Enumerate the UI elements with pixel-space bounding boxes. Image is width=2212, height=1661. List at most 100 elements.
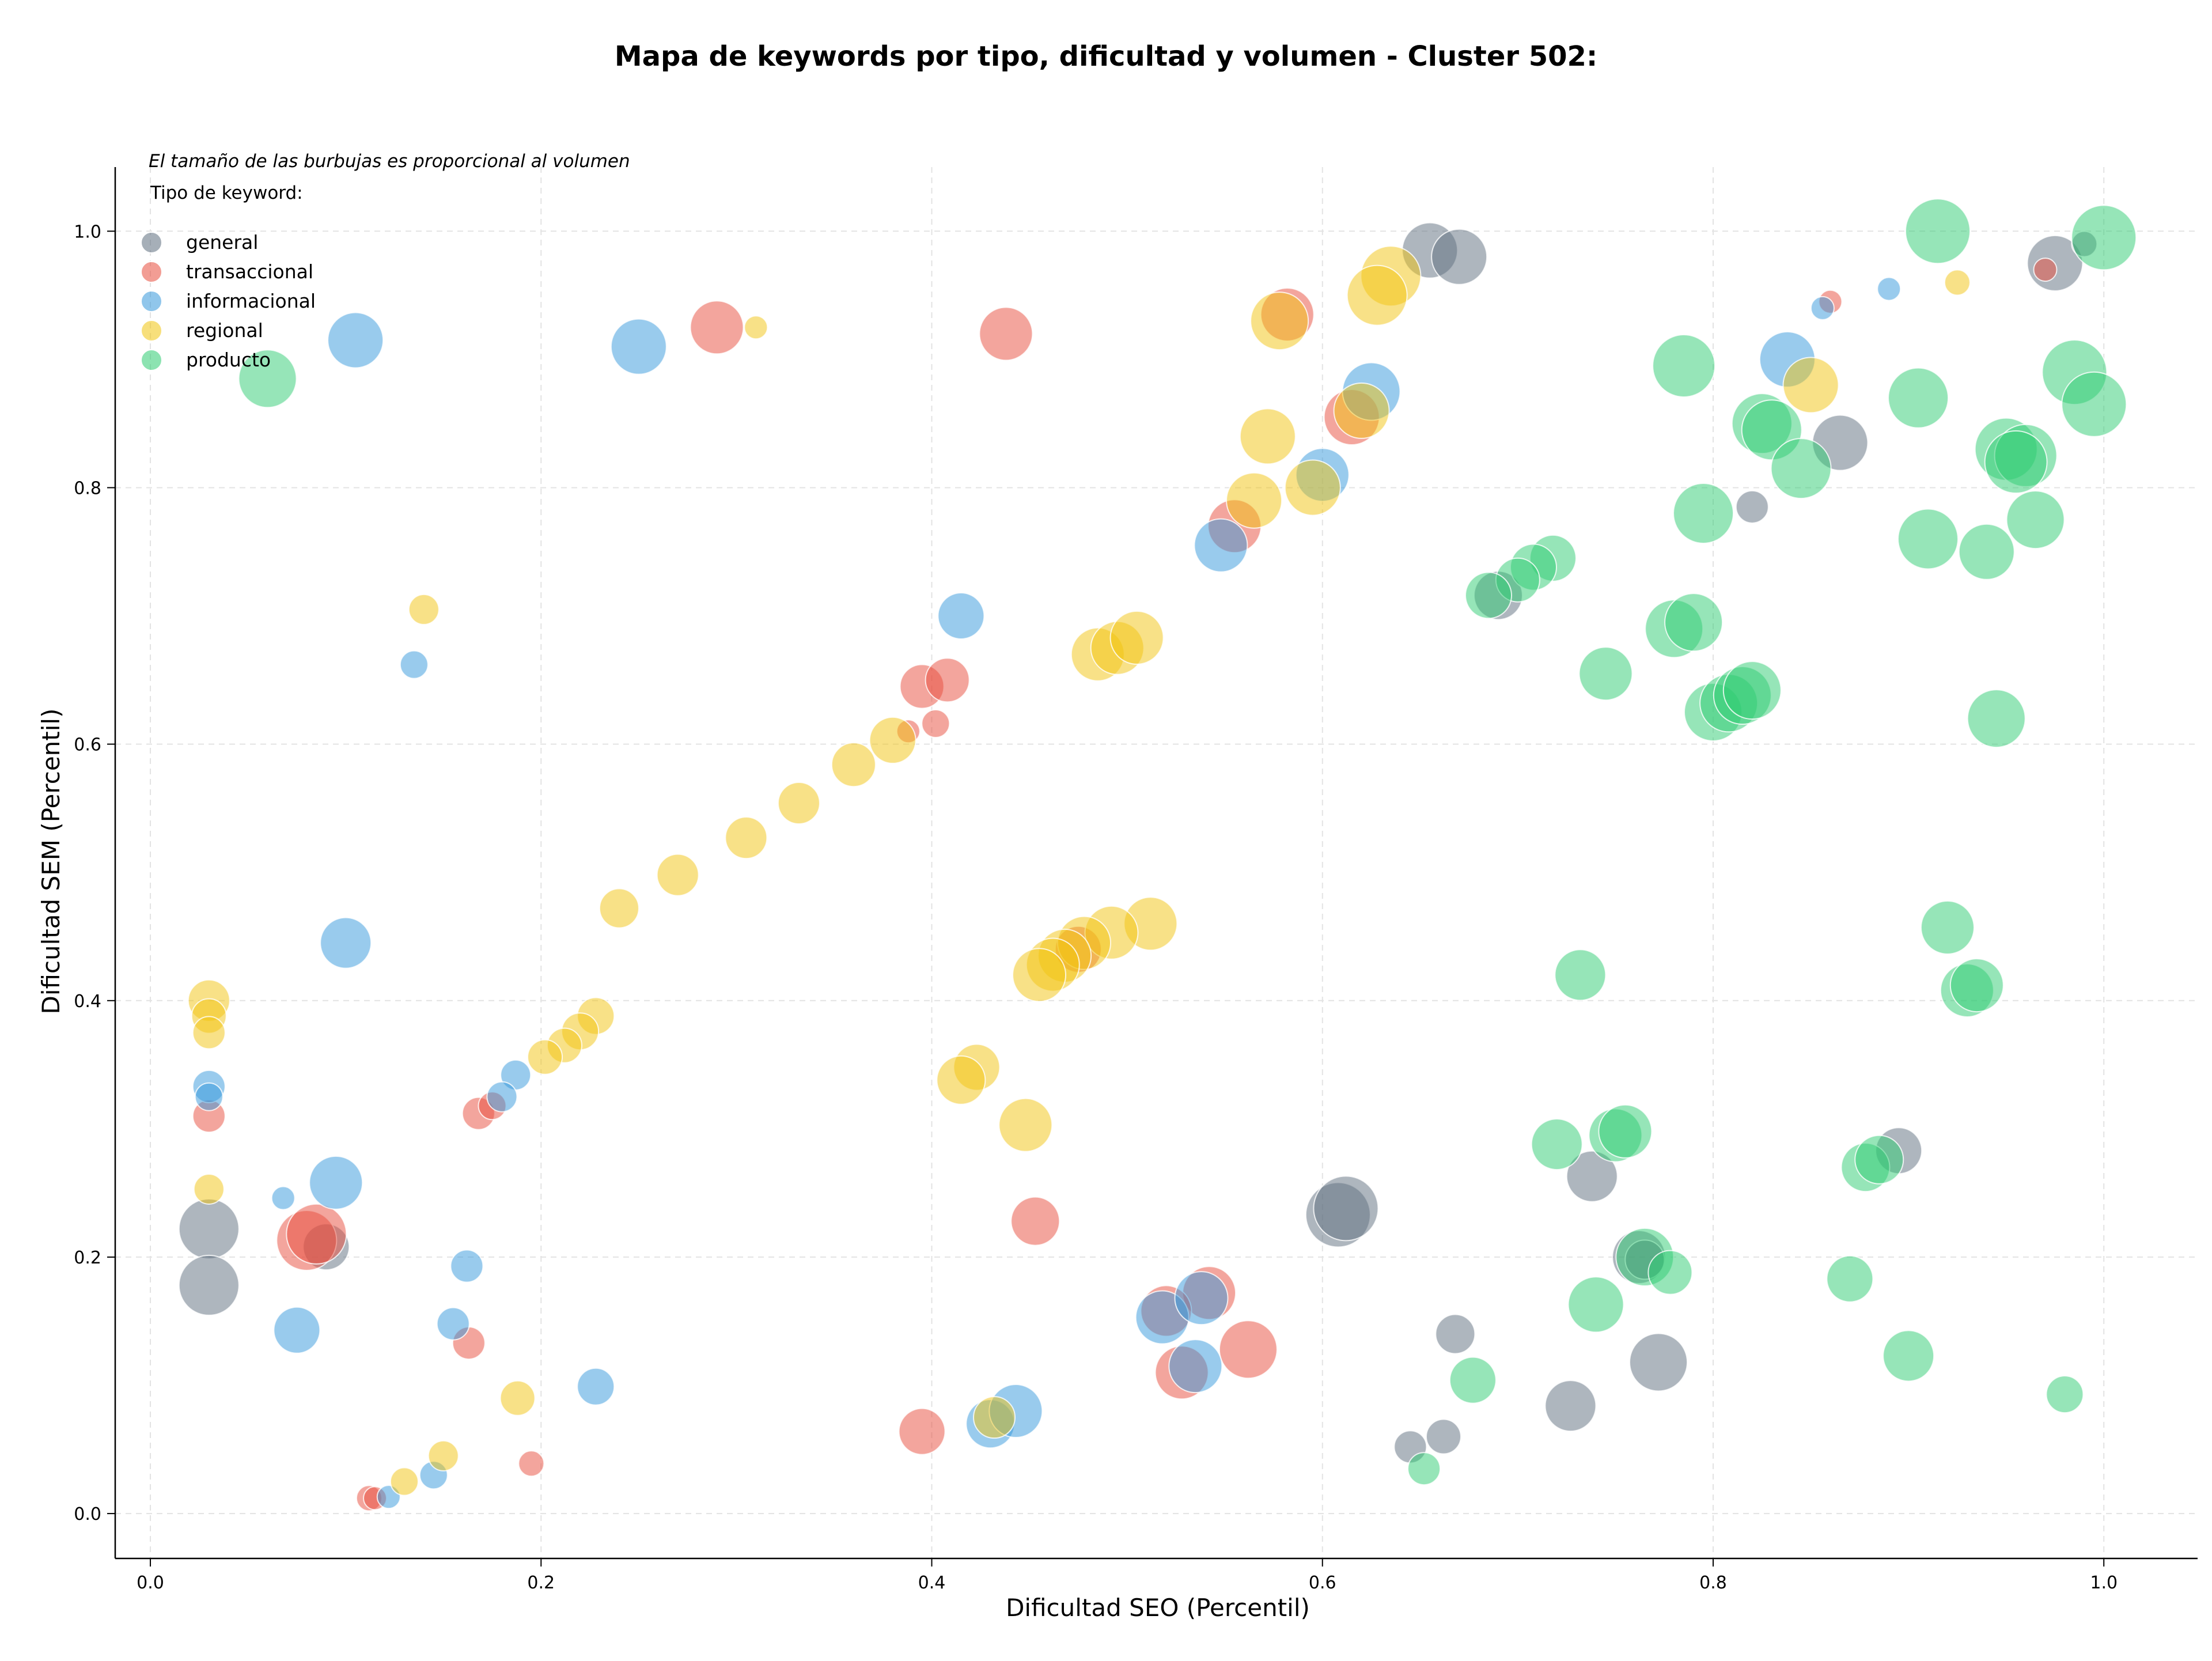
bubble-regional: [869, 716, 916, 764]
bubble-regional: [1346, 264, 1408, 326]
bubble-producto: [1449, 1356, 1497, 1404]
bubble-regional: [527, 1039, 563, 1075]
bubble-regional: [408, 593, 440, 625]
bubble-informacional: [1174, 1271, 1229, 1326]
bubble-producto: [1826, 1255, 1874, 1303]
bubble-producto: [1958, 523, 2015, 580]
bubble-general: [178, 1198, 240, 1259]
bubble-general: [178, 1254, 240, 1316]
bubble-transaccional: [1218, 1320, 1278, 1379]
bubble-producto: [1652, 334, 1716, 398]
bubble-producto: [1883, 1330, 1935, 1382]
bubble-regional: [831, 742, 876, 788]
bubble-producto: [1598, 1104, 1653, 1159]
legend-title: Tipo de keyword:: [150, 183, 303, 203]
bubble-producto: [1984, 430, 2048, 494]
bubble-regional: [499, 1380, 536, 1416]
bubble-producto: [1897, 508, 1959, 570]
bubble-producto: [1567, 1276, 1624, 1333]
bubble-regional: [389, 1467, 419, 1496]
bubble-general: [1313, 1175, 1379, 1242]
bubble-producto: [1465, 572, 1513, 619]
bubble-informacional: [1194, 518, 1248, 573]
bubble-general: [1435, 1314, 1476, 1354]
bubble-regional: [744, 315, 768, 340]
bubble-producto: [2046, 1375, 2084, 1414]
bubble-informacional: [271, 1186, 296, 1210]
legend-label-transaccional: transaccional: [186, 260, 313, 283]
x-tick-label: 1.0: [2090, 1573, 2118, 1593]
bubble-informacional: [486, 1081, 518, 1113]
bubble-informacional: [577, 1367, 615, 1406]
axes: [114, 167, 2198, 1560]
bubble-informacional: [194, 1082, 224, 1111]
bubble-regional: [777, 782, 820, 824]
bubble-producto: [1770, 438, 1832, 500]
bubble-size-note: El tamaño de las burbujas es proporciona…: [149, 151, 630, 172]
bubble-regional: [599, 888, 639, 929]
x-tick-label: 0.2: [527, 1573, 555, 1593]
legend-marker-general: [141, 232, 162, 253]
bubble-informacional: [399, 650, 429, 679]
legend-marker-informacional: [141, 290, 162, 312]
bubble-regional: [1284, 459, 1341, 516]
bubble-regional: [1333, 382, 1390, 439]
bubble-regional: [1944, 269, 1971, 296]
bubble-informacional: [320, 917, 372, 969]
y-axis-label: Dificultad SEM (Percentil): [37, 709, 65, 1015]
bubble-general: [1566, 1150, 1618, 1202]
bubble-producto: [1904, 198, 1971, 264]
bubble-informacional: [327, 312, 384, 369]
bubble-producto: [1647, 1250, 1693, 1295]
bubble-transaccional: [518, 1450, 545, 1477]
bubble-general: [1735, 490, 1769, 524]
bubble-regional: [725, 816, 768, 860]
legend-marker-regional: [141, 320, 162, 342]
bubble-regional: [1012, 948, 1067, 1002]
bubble-layer: [178, 198, 2137, 1512]
bubble-informacional: [450, 1249, 484, 1283]
bubble-producto: [1531, 1118, 1583, 1171]
bubble-transaccional: [690, 300, 744, 355]
bubble-informacional: [1877, 277, 1902, 301]
bubble-general: [1629, 1333, 1688, 1392]
bubble-informacional: [309, 1155, 363, 1210]
x-tick-label: 0.8: [1699, 1573, 1727, 1593]
x-tick-label: 0.4: [918, 1573, 946, 1593]
legend: Tipo de keyword: general transaccional info…: [141, 183, 316, 371]
bubble-producto: [1854, 1134, 1904, 1185]
bubble-regional: [936, 1055, 986, 1105]
bubble-transaccional: [286, 1203, 347, 1265]
bubble-regional: [1250, 292, 1309, 351]
legend-marker-producto: [141, 349, 162, 371]
bubble-regional: [427, 1440, 459, 1471]
bubble-regional: [1782, 357, 1839, 414]
bubble-regional: [998, 1098, 1053, 1152]
bubble-regional: [1239, 408, 1296, 465]
bubble-transaccional: [2033, 258, 2058, 282]
bubble-informacional: [436, 1307, 470, 1341]
bubble-regional: [193, 1173, 225, 1205]
x-tick-label: 0.0: [137, 1573, 164, 1593]
bubble-transaccional: [921, 709, 950, 738]
bubble-transaccional: [1010, 1196, 1060, 1246]
bubble-informacional: [1168, 1339, 1223, 1394]
bubble-regional: [973, 1396, 1016, 1439]
legend-label-producto: producto: [186, 349, 271, 371]
bubble-producto: [2071, 205, 2137, 271]
bubble-regional: [1109, 610, 1164, 665]
bubble-informacional: [273, 1306, 321, 1354]
bubble-regional: [656, 853, 699, 896]
bubble-transaccional: [925, 657, 970, 703]
bubble-transaccional: [979, 307, 1033, 361]
bubble-general: [1431, 228, 1488, 285]
bubble-producto: [1578, 646, 1633, 701]
bubble-producto: [2061, 371, 2127, 437]
y-tick-label: 0.0: [74, 1504, 101, 1524]
bubble-general: [1544, 1380, 1597, 1432]
y-tick-label: 0.4: [74, 992, 101, 1012]
bubble-informacional: [937, 592, 985, 640]
tick-labels: 0.0 0.2 0.4 0.6 0.8 1.0 0.0 0.2 0.4 0.6 0.8 1.0: [74, 222, 2118, 1593]
bubble-producto: [1673, 482, 1734, 544]
bubble-regional: [192, 1016, 226, 1050]
